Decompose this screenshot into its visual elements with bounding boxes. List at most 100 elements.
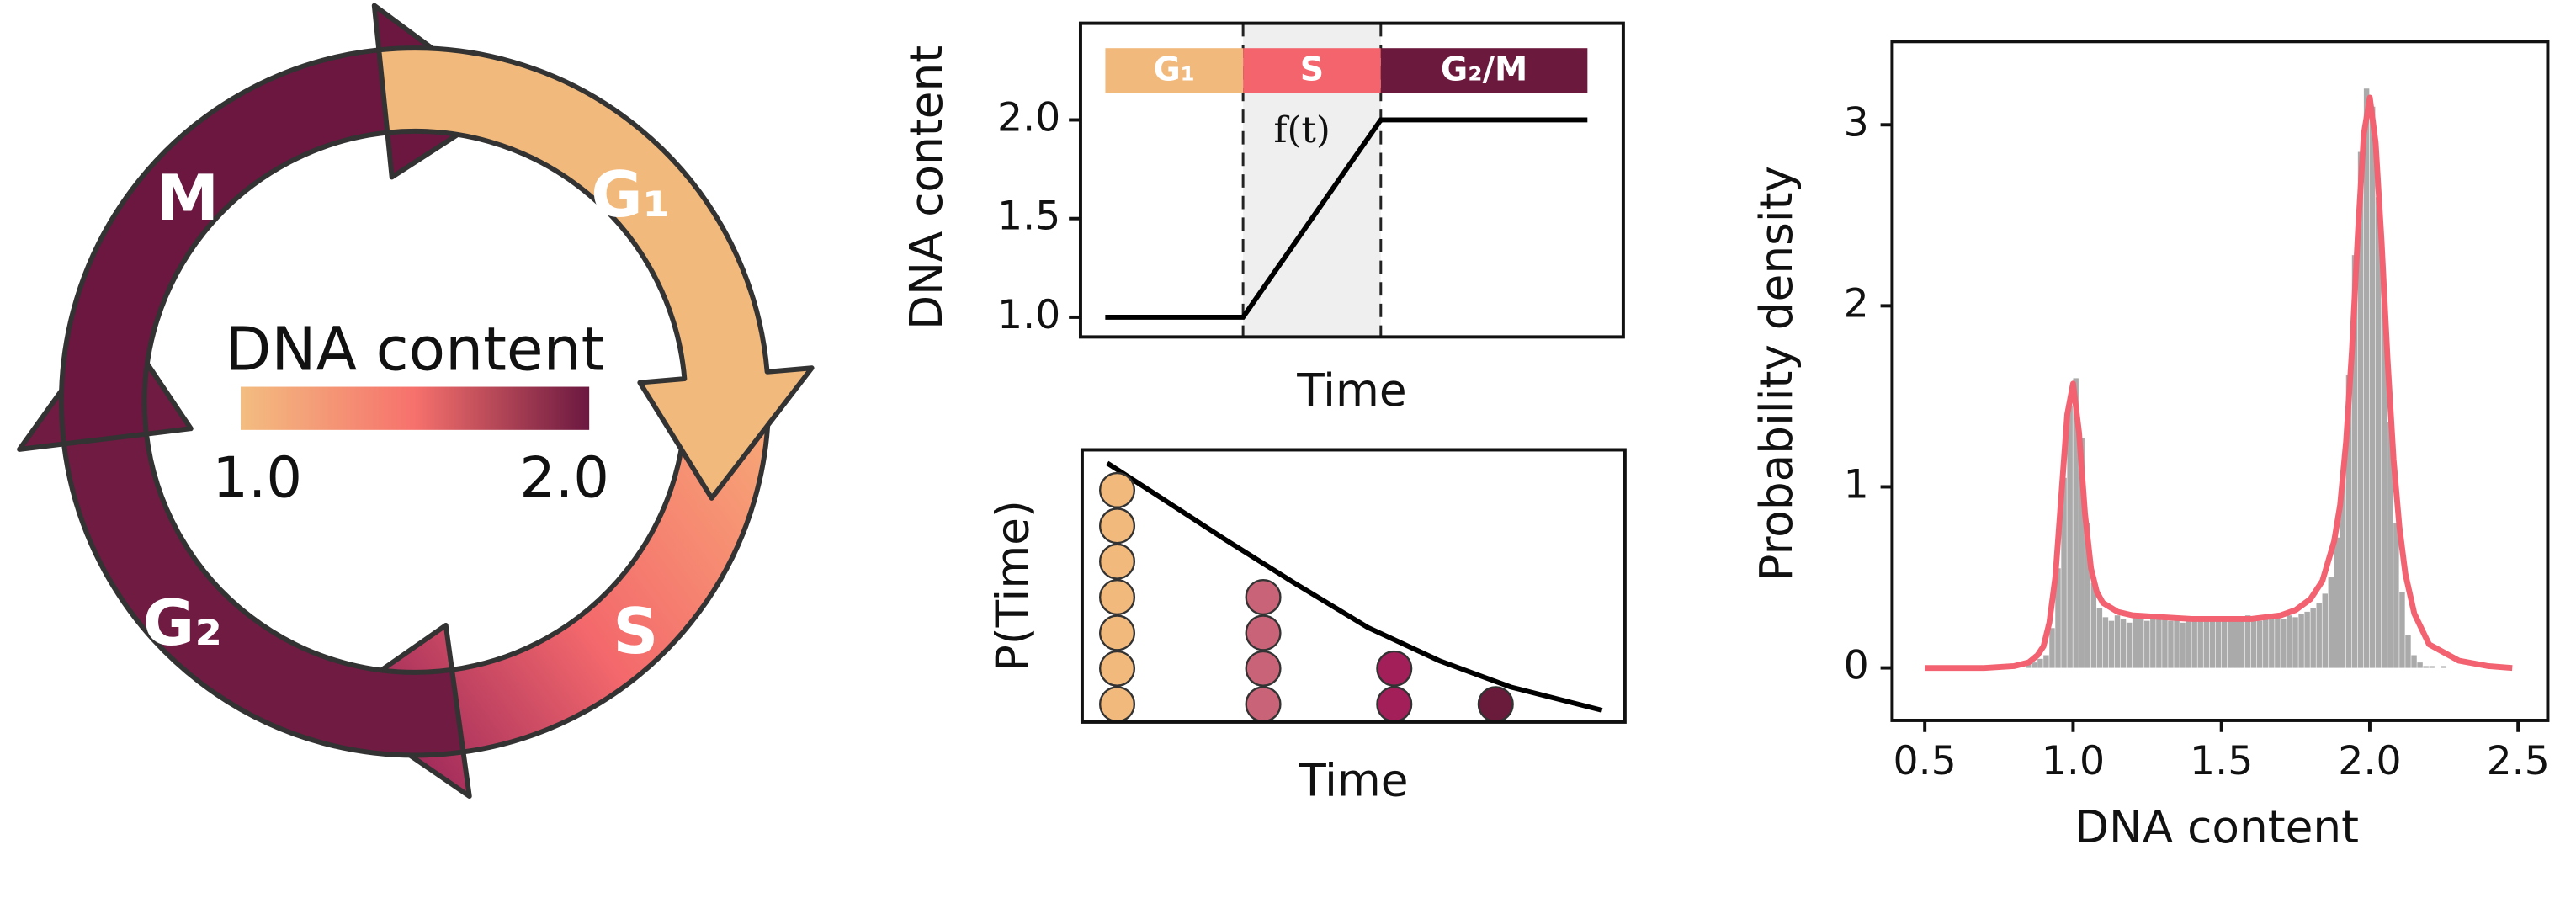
dot [1098,543,1136,580]
dot [1376,650,1413,687]
histogram-bar [2168,620,2174,668]
histogram-bar [2221,619,2228,668]
x-axis-label: DNA content [2074,801,2359,853]
x-tick-label: 2.0 [2338,738,2401,784]
curve [1925,94,2513,672]
histogram-bar [2197,620,2203,668]
phase-bar [1105,48,1244,93]
line [1105,117,1588,320]
histogram-bar [2203,617,2210,668]
y-tick-label: 1 [1844,461,1869,507]
annotation: f(t) [1273,109,1330,151]
histogram-bar [2126,622,2133,668]
y-tick-label: 2 [1844,280,1869,327]
phase-bar-label: G₁ [1153,50,1195,88]
histogram-bar [2429,666,2435,668]
y-tick-label: 2.0 [997,94,1060,141]
histogram-bar [2108,620,2115,668]
phase-bar [1243,48,1381,93]
histogram-bar [2026,664,2032,668]
histogram-bar [2209,619,2216,668]
x-tick-label: 2.5 [2487,738,2550,784]
x-tick-label: 1.5 [2190,738,2253,784]
x-tick-label: 0.5 [1893,738,1957,784]
histogram-bar [2120,619,2127,668]
histogram-bar [2037,658,2043,668]
colorbar [240,386,590,430]
histogram-bar [2382,306,2387,668]
histogram-bar [2441,666,2447,668]
histogram-bar [2244,615,2251,668]
dot [1098,579,1136,616]
histogram-bar [2316,603,2322,668]
phase-bar-label: G₂/M [1441,50,1527,88]
phase-label: G₁ [591,157,670,231]
phase-label: G₂ [143,586,222,660]
histogram-bar [2067,405,2073,668]
y-axis-label: P(Time) [987,500,1039,672]
histogram-bar [2055,568,2061,668]
histogram-bar [2369,106,2376,668]
histogram-bar [2423,666,2429,668]
histogram-bar [2227,617,2233,668]
histogram-bar [2061,477,2067,668]
dot [1098,471,1136,508]
histogram-bar [2363,88,2370,668]
phase-label: M [157,161,220,235]
y-axis-label: Probability density [1750,166,1803,582]
y-axis-label: DNA content [900,45,953,330]
y-tick-label: 1.0 [997,292,1060,338]
histogram-bar [2191,619,2197,668]
x-axis-label: Time [1296,364,1406,417]
phase-bar-label: S [1300,50,1324,88]
histogram-bar [2132,617,2138,668]
histogram-bar [2345,375,2352,668]
dot [1245,579,1282,616]
colorbar-tick-label: 1.0 [212,445,302,511]
histogram-bar [2281,619,2287,668]
phase-label: S [613,594,658,668]
colorbar-title: DNA content [226,315,605,385]
histogram-bar [2393,523,2399,668]
dot [1245,686,1282,723]
histogram-bar [2334,537,2340,668]
histogram-bar [2269,619,2275,668]
histogram-bar [2275,617,2281,668]
plot-frame [1078,21,1625,339]
histogram-bar [2085,523,2090,668]
dot [1376,686,1413,723]
histogram-bar [2417,662,2423,668]
histogram-bar [2174,619,2180,668]
dot [1098,507,1136,545]
x-axis-label: Time [1298,755,1408,807]
histogram-bar [2043,655,2049,668]
dot [1477,686,1514,723]
x-tick-label: 1.0 [2042,738,2105,784]
histogram-bar [2138,619,2144,668]
phase-arrow [376,45,815,501]
histogram-bar [2156,619,2162,668]
histogram-bar [2387,422,2393,668]
dot [1098,650,1136,687]
histogram-bar [2239,619,2245,668]
histogram-bar [2102,617,2109,668]
histogram-bar [2357,151,2364,668]
histogram-bar [2079,438,2085,668]
histogram-bar [2256,620,2263,668]
histogram-bar [2298,614,2304,668]
histogram-bar [2287,615,2292,668]
histogram-bar [2263,617,2269,668]
curve [1106,460,1603,713]
histogram-bar [2096,608,2103,668]
y-tick-label: 3 [1844,99,1869,146]
histogram-bar [2292,617,2298,668]
dot [1098,686,1136,723]
histogram-bar [2032,662,2037,668]
histogram-bar [2162,617,2168,668]
histogram-bar [2073,378,2079,668]
dot [1245,650,1282,687]
histogram-bar [2405,635,2411,668]
histogram-bar [2250,619,2257,668]
